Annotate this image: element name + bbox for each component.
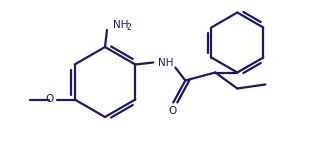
Text: O: O [45,95,54,105]
Text: 2: 2 [127,22,131,32]
Text: NH: NH [113,20,129,30]
Text: O: O [168,107,177,116]
Text: NH: NH [158,57,173,67]
